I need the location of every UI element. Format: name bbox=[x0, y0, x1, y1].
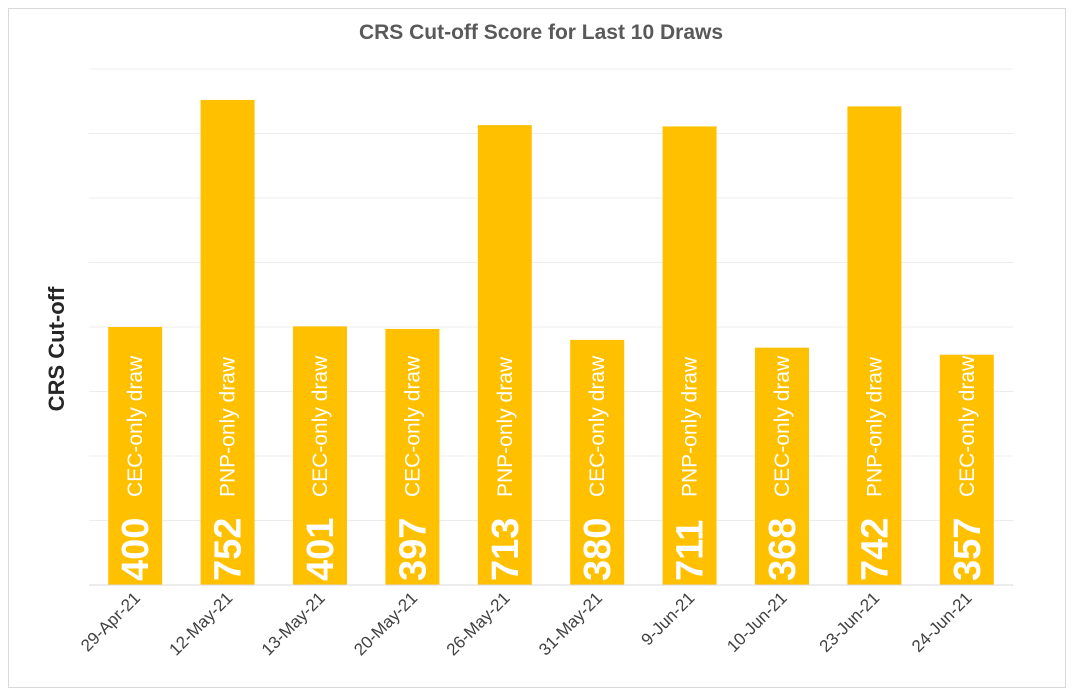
x-tick-label: 23-Jun-21 bbox=[816, 588, 884, 656]
bar-draw-type-label: PNP-only draw bbox=[217, 356, 240, 497]
x-tick-label: 31-May-21 bbox=[535, 588, 606, 659]
bar-value-label: 711 bbox=[670, 520, 712, 581]
x-tick-label: 9-Jun-21 bbox=[638, 588, 699, 649]
bar-draw-type-label: CEC-only draw bbox=[771, 355, 794, 497]
bar-value-label: 752 bbox=[208, 518, 250, 581]
bar bbox=[939, 354, 994, 585]
bar-value-label: 742 bbox=[854, 518, 896, 581]
chart-title: CRS Cut-off Score for Last 10 Draws bbox=[359, 21, 723, 44]
bar bbox=[847, 106, 902, 585]
bar-draw-type-label: PNP-only draw bbox=[679, 356, 702, 497]
x-tick-label: 26-May-21 bbox=[443, 588, 514, 659]
bars: 400 CEC-only draw 752 PNP-only draw 401 CEC-o… bbox=[108, 99, 994, 586]
bar bbox=[477, 125, 532, 586]
bar-draw-type-label: CEC-only draw bbox=[956, 355, 979, 497]
chart-frame: CRS Cut-off Score for Last 10 Draws CRS … bbox=[8, 8, 1066, 688]
bar-value-label: 380 bbox=[577, 518, 619, 581]
bar bbox=[108, 327, 163, 585]
bar bbox=[200, 99, 255, 586]
bar bbox=[385, 328, 440, 585]
x-tick-label: 20-May-21 bbox=[350, 588, 421, 659]
bar-draw-type-label: CEC-only draw bbox=[309, 355, 332, 497]
bar-value-label: 397 bbox=[392, 518, 434, 581]
x-axis-ticks: 29-Apr-21 12-May-21 13-May-21 20-May-21 26-M… bbox=[77, 588, 975, 659]
x-tick-label: 24-Jun-21 bbox=[908, 588, 976, 656]
bar bbox=[755, 347, 809, 585]
bar-value-label: 357 bbox=[947, 518, 989, 581]
bar-draw-type-label: CEC-only draw bbox=[124, 355, 147, 497]
bar-draw-type-label: CEC-only draw bbox=[401, 355, 424, 497]
bar bbox=[293, 326, 347, 585]
bar-value-label: 400 bbox=[115, 518, 157, 581]
x-tick-label: 29-Apr-21 bbox=[77, 588, 144, 655]
bar bbox=[570, 339, 625, 585]
bar bbox=[662, 126, 717, 585]
bar-draw-type-label: PNP-only draw bbox=[863, 356, 886, 497]
bar-draw-type-label: PNP-only draw bbox=[494, 356, 517, 497]
bar-value-label: 713 bbox=[485, 518, 527, 581]
bar-value-label: 368 bbox=[762, 518, 804, 581]
x-tick-label: 10-Jun-21 bbox=[723, 588, 791, 656]
bar-value-label: 401 bbox=[300, 518, 342, 581]
x-tick-label: 12-May-21 bbox=[166, 588, 237, 659]
bar-chart: CRS Cut-off Score for Last 10 Draws CRS … bbox=[44, 21, 1013, 659]
bar-draw-type-label: CEC-only draw bbox=[586, 355, 609, 497]
y-axis-label: CRS Cut-off bbox=[44, 286, 69, 411]
x-tick-label: 13-May-21 bbox=[258, 588, 329, 659]
